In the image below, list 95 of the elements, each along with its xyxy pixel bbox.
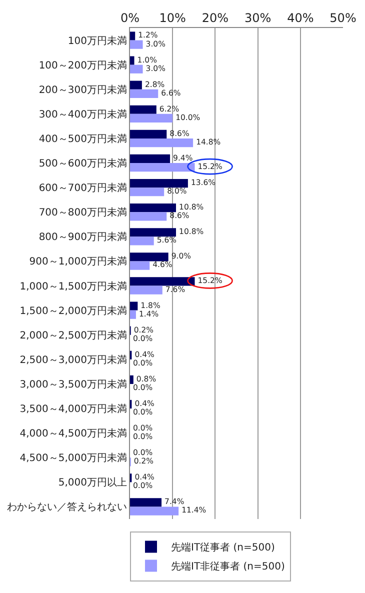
y-tick-label: 300～400万円未満 xyxy=(38,108,127,120)
bar xyxy=(130,498,162,507)
y-tick-label: 1,500～2,000万円未満 xyxy=(20,304,127,317)
y-tick-label: 500～600万円未満 xyxy=(38,158,127,170)
data-label: 8.0% xyxy=(167,186,187,196)
bar xyxy=(130,228,176,237)
data-label: 0.0% xyxy=(133,334,153,343)
data-label: 6.6% xyxy=(161,88,181,98)
bar xyxy=(130,212,167,221)
data-label: 15.2% xyxy=(198,276,222,286)
bar xyxy=(130,32,136,40)
y-tick-label: 4,500～5,000万円未満 xyxy=(20,452,127,464)
data-label: 3.0% xyxy=(146,39,166,48)
x-tick-label: 30% xyxy=(244,11,272,26)
data-label: 4.6% xyxy=(152,260,172,270)
y-tick-label: 4,000～4,500万円未満 xyxy=(20,428,127,440)
y-tick-label: 200～300万円未満 xyxy=(38,84,127,96)
bar xyxy=(130,154,170,164)
data-label: 0.0% xyxy=(133,408,153,417)
data-label: 0.8% xyxy=(136,374,156,384)
data-label: 10.0% xyxy=(176,112,200,122)
data-label: 5.6% xyxy=(156,236,176,245)
bar xyxy=(130,80,142,90)
bar xyxy=(130,236,154,246)
legend-label: 先端IT従事者 (n=500) xyxy=(171,542,275,554)
data-label: 8.6% xyxy=(170,211,190,220)
data-label: 1.8% xyxy=(140,300,160,310)
bar xyxy=(130,286,162,294)
bar xyxy=(130,310,136,319)
bar xyxy=(130,302,138,310)
data-label: 0.2% xyxy=(134,456,154,466)
bar xyxy=(130,188,164,196)
y-tick-label: 3,500～4,000万円未満 xyxy=(20,403,127,416)
bar xyxy=(130,114,173,123)
x-tick-label: 10% xyxy=(159,11,186,26)
data-label: 11.4% xyxy=(182,506,206,515)
data-label: 0.0% xyxy=(133,358,153,368)
data-label: 0.4% xyxy=(134,472,154,482)
data-label: 1.4% xyxy=(138,309,159,318)
y-tick-label: 2,000～2,500万円未満 xyxy=(20,329,127,342)
bar xyxy=(130,138,194,148)
data-label: 1.2% xyxy=(138,30,158,40)
y-tick-label: わからない／答えられない xyxy=(7,501,127,514)
data-label: 13.6% xyxy=(190,178,216,187)
y-tick-label: 1,000～1,500万円未満 xyxy=(20,280,127,292)
bar xyxy=(130,64,143,74)
data-label: 6.2% xyxy=(159,104,180,114)
data-label: 9.4% xyxy=(173,153,193,162)
y-tick-label: 600～700万円未満 xyxy=(38,182,127,194)
data-label: 0.4% xyxy=(134,350,154,359)
data-label: 14.8% xyxy=(196,137,221,146)
x-tick-label: 0% xyxy=(120,11,140,26)
bar xyxy=(130,261,150,270)
data-label: 0.0% xyxy=(133,481,153,490)
y-tick-label: 5,000万円以上 xyxy=(58,476,127,489)
y-tick-label: 100万円未満 xyxy=(68,34,127,47)
bar xyxy=(130,178,188,188)
bar xyxy=(130,40,143,49)
y-tick-label: 900～1,000万円未満 xyxy=(29,256,127,268)
data-label: 0.0% xyxy=(133,432,153,442)
data-label: 3.0% xyxy=(146,64,166,73)
bar xyxy=(130,204,176,212)
bar xyxy=(130,252,168,262)
x-tick-label: 20% xyxy=(202,11,229,26)
bar xyxy=(130,56,134,65)
data-label: 0.2% xyxy=(134,325,154,334)
x-tick-label: 50% xyxy=(330,11,356,26)
legend-label: 先端IT非従事者 (n=500) xyxy=(171,560,285,573)
bar xyxy=(130,105,156,114)
data-label: 2.8% xyxy=(144,80,165,89)
bar xyxy=(130,163,195,172)
data-label: 8.6% xyxy=(170,128,190,138)
y-tick-label: 3,000～3,500万円未満 xyxy=(20,378,127,390)
bar xyxy=(130,506,179,516)
bar xyxy=(130,130,167,138)
y-tick-label: 800～900万円未満 xyxy=(38,231,127,244)
data-label: 10.8% xyxy=(179,227,204,236)
x-tick-label: 40% xyxy=(287,11,314,26)
data-label: 0.0% xyxy=(133,448,153,458)
y-tick-label: 2,500～3,000万円未満 xyxy=(20,354,127,366)
data-label: 0.0% xyxy=(133,382,153,392)
y-tick-label: 100～200万円未満 xyxy=(38,59,127,72)
data-label: 7.6% xyxy=(165,284,186,294)
data-label: 0.4% xyxy=(134,398,154,408)
data-label: 1.0% xyxy=(137,55,157,64)
data-label: 9.0% xyxy=(171,252,192,261)
data-label: 10.8% xyxy=(179,202,204,212)
data-label: 15.2% xyxy=(198,162,222,172)
y-tick-label: 700～800万円未満 xyxy=(38,206,127,219)
bar xyxy=(130,89,158,98)
data-label: 0.0% xyxy=(133,424,153,432)
bar xyxy=(130,375,134,384)
y-tick-label: 400～500万円未満 xyxy=(38,132,127,145)
data-label: 7.4% xyxy=(164,497,184,506)
bar xyxy=(130,277,195,286)
